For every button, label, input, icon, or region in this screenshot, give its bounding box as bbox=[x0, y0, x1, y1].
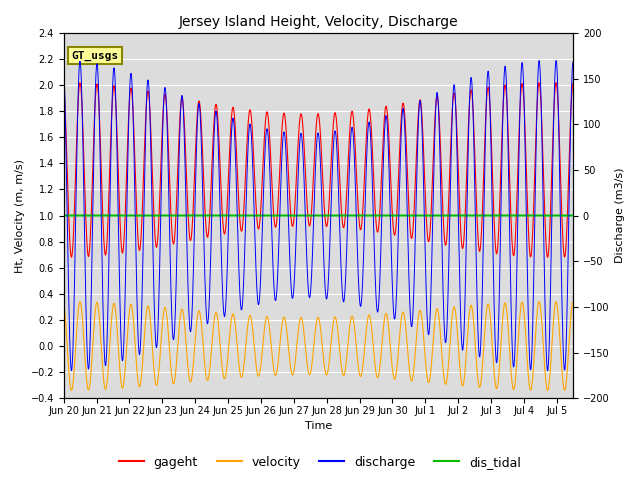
discharge bbox=[552, 61, 559, 67]
Legend: gageht, velocity, discharge, dis_tidal: gageht, velocity, discharge, dis_tidal bbox=[114, 451, 526, 474]
discharge bbox=[552, 58, 560, 63]
velocity bbox=[544, 387, 552, 393]
velocity bbox=[90, 328, 97, 334]
discharge bbox=[379, 180, 387, 186]
discharge bbox=[491, 328, 499, 334]
velocity bbox=[321, 367, 329, 373]
discharge bbox=[60, 64, 68, 70]
discharge bbox=[90, 160, 97, 166]
gageht bbox=[394, 181, 402, 187]
Line: discharge: discharge bbox=[64, 60, 573, 371]
gageht bbox=[552, 82, 559, 87]
discharge bbox=[321, 282, 329, 288]
velocity bbox=[552, 300, 559, 306]
X-axis label: Time: Time bbox=[305, 421, 332, 432]
dis_tidal bbox=[379, 213, 387, 218]
gageht bbox=[379, 146, 387, 152]
gageht bbox=[544, 254, 552, 260]
dis_tidal bbox=[394, 213, 402, 218]
dis_tidal bbox=[90, 213, 97, 218]
dis_tidal bbox=[569, 213, 577, 218]
velocity bbox=[394, 350, 402, 356]
discharge bbox=[569, 59, 577, 65]
Title: Jersey Island Height, Velocity, Discharge: Jersey Island Height, Velocity, Discharg… bbox=[179, 15, 458, 29]
Line: gageht: gageht bbox=[64, 83, 573, 257]
gageht bbox=[552, 80, 560, 85]
velocity bbox=[60, 301, 68, 307]
velocity bbox=[552, 299, 560, 305]
velocity bbox=[379, 333, 387, 338]
Y-axis label: Discharge (m3/s): Discharge (m3/s) bbox=[615, 168, 625, 264]
velocity bbox=[569, 299, 577, 305]
dis_tidal bbox=[491, 213, 499, 218]
gageht bbox=[491, 233, 499, 239]
dis_tidal bbox=[321, 213, 329, 218]
dis_tidal bbox=[60, 213, 68, 218]
Line: velocity: velocity bbox=[64, 302, 573, 390]
gageht bbox=[321, 214, 329, 220]
gageht bbox=[569, 80, 577, 86]
dis_tidal bbox=[552, 213, 559, 218]
Y-axis label: Ht, Velocity (m, m/s): Ht, Velocity (m, m/s) bbox=[15, 158, 25, 273]
Text: GT_usgs: GT_usgs bbox=[72, 50, 118, 61]
discharge bbox=[394, 235, 402, 241]
gageht bbox=[90, 137, 97, 143]
discharge bbox=[544, 368, 552, 373]
velocity bbox=[491, 377, 499, 383]
gageht bbox=[60, 84, 68, 89]
